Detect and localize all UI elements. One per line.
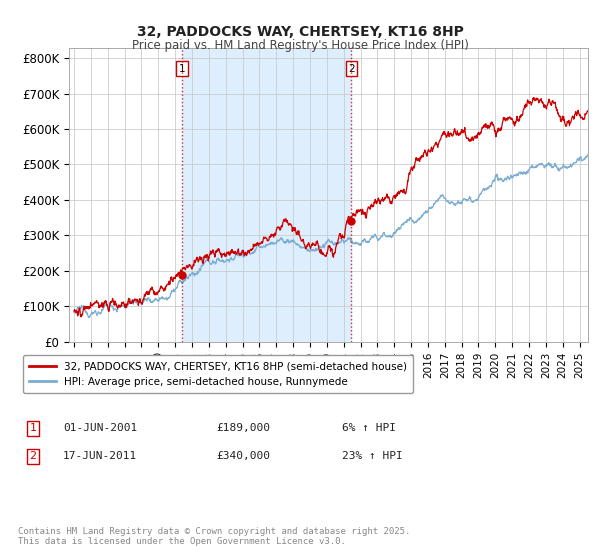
Legend: 32, PADDOCKS WAY, CHERTSEY, KT16 8HP (semi-detached house), HPI: Average price, : 32, PADDOCKS WAY, CHERTSEY, KT16 8HP (se…	[23, 355, 413, 393]
Bar	[182, 48, 352, 342]
Text: 1: 1	[179, 64, 185, 74]
Text: Price paid vs. HM Land Registry's House Price Index (HPI): Price paid vs. HM Land Registry's House …	[131, 39, 469, 52]
Text: Contains HM Land Registry data © Crown copyright and database right 2025.
This d: Contains HM Land Registry data © Crown c…	[18, 526, 410, 546]
Text: 1: 1	[29, 423, 37, 433]
Text: 6% ↑ HPI: 6% ↑ HPI	[342, 423, 396, 433]
Text: 23% ↑ HPI: 23% ↑ HPI	[342, 451, 403, 461]
Text: 2: 2	[348, 64, 355, 74]
Text: 17-JUN-2011: 17-JUN-2011	[63, 451, 137, 461]
Text: 2: 2	[29, 451, 37, 461]
Text: 01-JUN-2001: 01-JUN-2001	[63, 423, 137, 433]
Text: £340,000: £340,000	[216, 451, 270, 461]
Text: £189,000: £189,000	[216, 423, 270, 433]
Text: 32, PADDOCKS WAY, CHERTSEY, KT16 8HP: 32, PADDOCKS WAY, CHERTSEY, KT16 8HP	[137, 25, 463, 39]
